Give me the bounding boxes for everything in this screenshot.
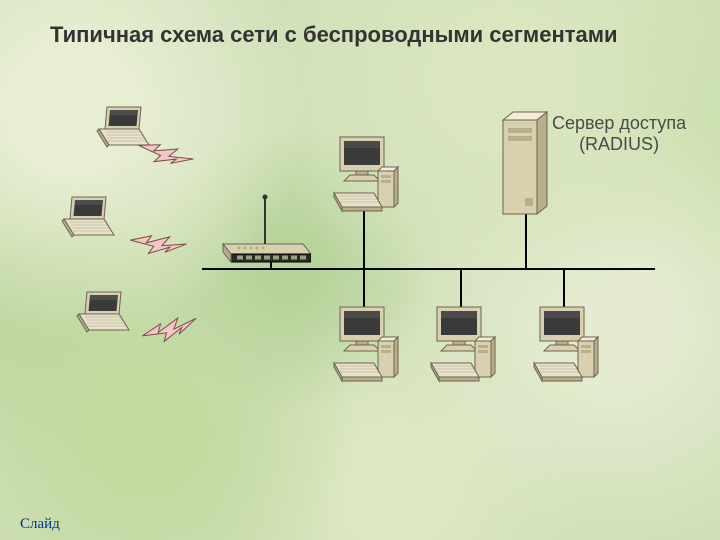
server-icon — [497, 110, 555, 220]
server-label: Сервер доступа (RADIUS) — [552, 113, 686, 154]
desktop-pc-icon — [330, 305, 400, 383]
antenna-icon — [262, 194, 268, 244]
slide-number-label: Слайд — [20, 516, 60, 533]
desktop-pc-icon — [427, 305, 497, 383]
laptop-icon — [75, 290, 131, 334]
desktop-pc-icon — [330, 135, 400, 213]
slide-title: Типичная схема сети с беспроводными сегм… — [50, 22, 618, 48]
desktop-pc-icon — [530, 305, 600, 383]
laptop-icon — [60, 195, 116, 239]
